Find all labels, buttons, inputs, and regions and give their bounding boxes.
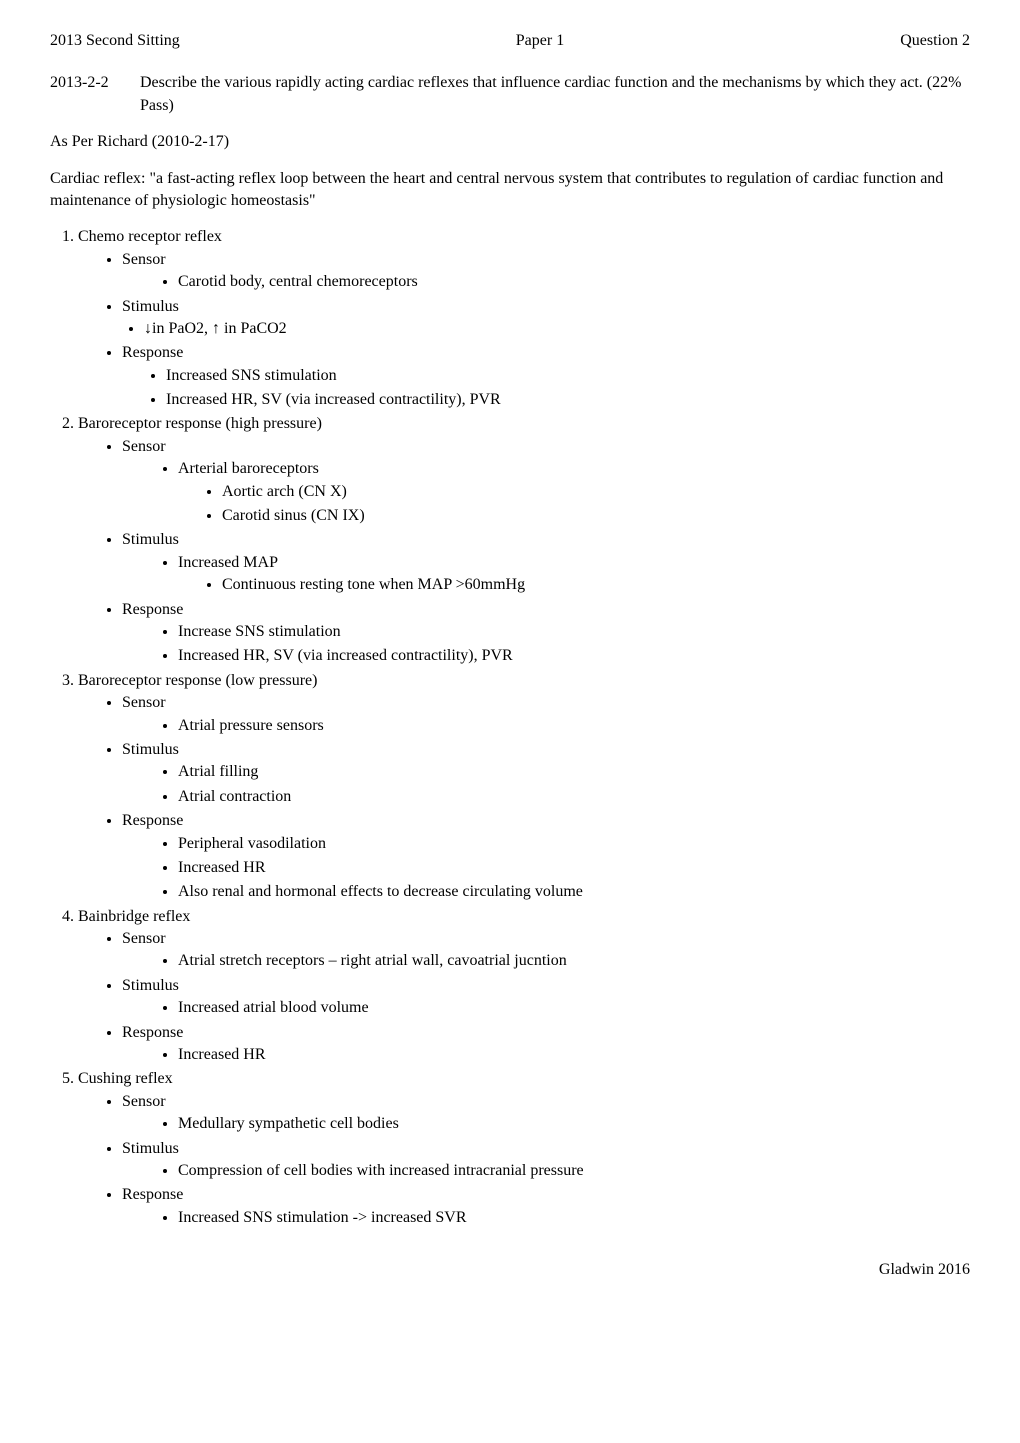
r5-sensor-item: Medullary sympathetic cell bodies <box>178 1113 970 1135</box>
r3-stimulus-item1: Atrial filling <box>178 761 970 783</box>
question-text: Describe the various rapidly acting card… <box>140 72 970 117</box>
r3-response-item3: Also renal and hormonal effects to decre… <box>178 881 970 903</box>
r3-sensor-item: Atrial pressure sensors <box>178 715 970 737</box>
r1-stimulus: Stimulus ↓in PaO2, ↑ in PaCO2 <box>122 296 970 341</box>
r2-sensor-label: Sensor <box>122 438 166 455</box>
r4-stimulus-item: Increased atrial blood volume <box>178 997 970 1019</box>
r2-sensor-item: Arterial baroreceptors Aortic arch (CN X… <box>178 458 970 527</box>
r3-response: Response Peripheral vasodilation Increas… <box>122 810 970 904</box>
r4-stimulus-label: Stimulus <box>122 977 179 994</box>
r5-stimulus-item: Compression of cell bodies with increase… <box>178 1160 970 1182</box>
r4-sensor-label: Sensor <box>122 930 166 947</box>
r2-stimulus-item-text: Increased MAP <box>178 554 278 571</box>
r1-response-item1: Increased SNS stimulation <box>166 365 970 387</box>
r3-stimulus: Stimulus Atrial filling Atrial contracti… <box>122 739 970 808</box>
r5-response-item: Increased SNS stimulation -> increased S… <box>178 1207 970 1229</box>
r1-stimulus-label: Stimulus <box>122 298 179 315</box>
r1-sensor-item: Carotid body, central chemoreceptors <box>178 271 970 293</box>
reflex-1-title: Chemo receptor reflex <box>78 228 222 245</box>
question-number: 2013-2-2 <box>50 72 140 117</box>
reflex-4-title: Bainbridge reflex <box>78 908 190 925</box>
r4-sensor-item: Atrial stretch receptors – right atrial … <box>178 950 970 972</box>
r2-response-label: Response <box>122 601 183 618</box>
reflex-5-title: Cushing reflex <box>78 1070 173 1087</box>
reflex-2: Baroreceptor response (high pressure) Se… <box>78 413 970 667</box>
r2-sensor-sub1: Aortic arch (CN X) <box>222 481 970 503</box>
page-footer: Gladwin 2016 <box>50 1259 970 1281</box>
definition: Cardiac reflex: "a fast-acting reflex lo… <box>50 168 970 213</box>
r1-sensor: Sensor Carotid body, central chemorecept… <box>122 249 970 294</box>
r4-response-label: Response <box>122 1024 183 1041</box>
r3-stimulus-item2: Atrial contraction <box>178 786 970 808</box>
r2-sensor-sub2: Carotid sinus (CN IX) <box>222 505 970 527</box>
r3-response-item1: Peripheral vasodilation <box>178 833 970 855</box>
r1-response-label: Response <box>122 344 183 361</box>
r1-sensor-label: Sensor <box>122 251 166 268</box>
r5-response-label: Response <box>122 1186 183 1203</box>
header-center: Paper 1 <box>516 30 564 52</box>
r2-response-item1: Increase SNS stimulation <box>178 621 970 643</box>
reflex-list: Chemo receptor reflex Sensor Carotid bod… <box>50 226 970 1229</box>
r5-stimulus: Stimulus Compression of cell bodies with… <box>122 1138 970 1183</box>
reflex-4: Bainbridge reflex Sensor Atrial stretch … <box>78 906 970 1067</box>
r5-stimulus-label: Stimulus <box>122 1140 179 1157</box>
r2-sensor: Sensor Arterial baroreceptors Aortic arc… <box>122 436 970 528</box>
r3-stimulus-label: Stimulus <box>122 741 179 758</box>
r4-sensor: Sensor Atrial stretch receptors – right … <box>122 928 970 973</box>
r2-stimulus: Stimulus Increased MAP Continuous restin… <box>122 529 970 596</box>
r4-response: Response Increased HR <box>122 1022 970 1067</box>
r2-response-item2: Increased HR, SV (via increased contract… <box>178 645 970 667</box>
r2-stimulus-sub1: Continuous resting tone when MAP >60mmHg <box>222 574 970 596</box>
reflex-5: Cushing reflex Sensor Medullary sympathe… <box>78 1068 970 1229</box>
r5-sensor-label: Sensor <box>122 1093 166 1110</box>
as-per-line: As Per Richard (2010-2-17) <box>50 131 970 153</box>
r5-sensor: Sensor Medullary sympathetic cell bodies <box>122 1091 970 1136</box>
reflex-2-title: Baroreceptor response (high pressure) <box>78 415 322 432</box>
reflex-3-title: Baroreceptor response (low pressure) <box>78 672 317 689</box>
r1-response-item2: Increased HR, SV (via increased contract… <box>166 389 970 411</box>
page-header: 2013 Second Sitting Paper 1 Question 2 <box>50 30 970 52</box>
reflex-3: Baroreceptor response (low pressure) Sen… <box>78 670 970 904</box>
question-row: 2013-2-2 Describe the various rapidly ac… <box>50 72 970 117</box>
r2-stimulus-item: Increased MAP Continuous resting tone wh… <box>178 552 970 597</box>
r1-stimulus-item: ↓in PaO2, ↑ in PaCO2 <box>144 318 970 340</box>
r3-sensor-label: Sensor <box>122 694 166 711</box>
r2-response: Response Increase SNS stimulation Increa… <box>122 599 970 668</box>
r2-stimulus-label: Stimulus <box>122 531 179 548</box>
r5-response: Response Increased SNS stimulation -> in… <box>122 1184 970 1229</box>
r4-stimulus: Stimulus Increased atrial blood volume <box>122 975 970 1020</box>
r3-response-item2: Increased HR <box>178 857 970 879</box>
header-right: Question 2 <box>900 30 970 52</box>
r2-sensor-item-text: Arterial baroreceptors <box>178 460 319 477</box>
r1-response: Response Increased SNS stimulation Incre… <box>122 342 970 411</box>
r3-sensor: Sensor Atrial pressure sensors <box>122 692 970 737</box>
r4-response-item: Increased HR <box>178 1044 970 1066</box>
header-left: 2013 Second Sitting <box>50 30 180 52</box>
r3-response-label: Response <box>122 812 183 829</box>
reflex-1: Chemo receptor reflex Sensor Carotid bod… <box>78 226 970 411</box>
